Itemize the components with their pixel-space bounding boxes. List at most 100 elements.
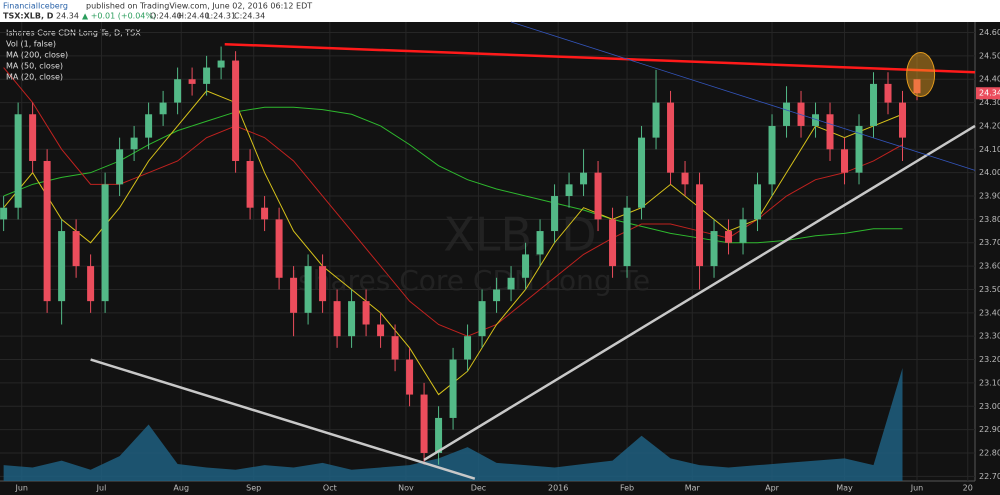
author[interactable]: FinancialIceberg [3,2,68,11]
y-tick-label: 24.60 [979,28,1000,37]
candle-body [522,254,530,278]
symbol: TSX:XLB, D [3,12,54,21]
y-tick-label: 23.40 [979,308,1000,317]
candle-body [275,219,283,278]
x-tick-label: 20 [963,484,973,493]
x-tick-label: Oct [323,484,337,493]
legend-entry: MA (50, close) [6,62,63,71]
x-tick-label: Jun [14,484,28,493]
trend-line [510,21,976,171]
legend-entry: MA (200, close) [6,51,68,60]
published: published on TradingView.com, June 02, 2… [86,2,312,11]
candle-body [319,266,327,302]
candle-body [493,289,501,302]
moving-average [3,106,903,244]
candle-body [188,79,196,84]
candle-body [87,266,95,302]
candle-body [681,172,689,185]
y-tick-label: 23.60 [979,262,1000,271]
y-tick-label: 24.50 [979,51,1000,60]
candle-body [551,196,559,232]
candle-body [159,102,167,115]
x-tick-label: Aug [173,484,189,493]
y-tick-label: 24.40 [979,75,1000,84]
x-tick-label: Feb [620,484,634,493]
candle-body [406,359,414,395]
candle-body [638,137,646,208]
y-tick-label: 24.30 [979,98,1000,107]
y-tick-label: 23.70 [979,238,1000,247]
candle-body [377,324,385,337]
volume-area [3,368,903,481]
candle-body [812,114,820,126]
legend-entry: MA (20, close) [6,73,63,82]
x-tick-label: Jun [910,484,924,493]
candle-body [246,160,254,208]
trend-line [224,42,976,74]
y-tick-label: 24.00 [979,168,1000,177]
candle-body [464,336,472,360]
candle-body [870,83,878,126]
candle-body [29,114,37,161]
y-tick-label: 22.80 [979,448,1000,457]
candle-body [884,83,892,103]
x-tick-label: May [836,484,853,493]
candle-body [217,60,225,68]
candle-body [174,79,182,103]
candle-body [478,301,486,337]
candle-body [203,67,211,84]
x-tick-label: Mar [685,484,701,493]
candle-body [899,102,907,138]
x-tick-label: Nov [398,484,414,493]
ohlc: O:24.40 [150,12,182,21]
y-tick-label: 23.80 [979,215,1000,224]
candle-body [261,207,269,220]
candle-body [797,102,805,126]
ohlc: L:24.31 [206,12,236,21]
y-tick-label: 23.50 [979,285,1000,294]
candle-body [72,231,80,267]
candle-body [0,207,8,220]
candle-body [14,114,22,208]
candle-body [232,60,240,161]
candle-body [754,184,762,220]
x-tick-label: Apr [765,484,780,493]
candle-body [101,184,109,302]
candle-body [536,231,544,255]
candle-body [667,102,675,173]
candle-body [841,149,849,173]
candle-body [710,231,718,267]
moving-average [3,67,903,337]
highlight [906,52,936,98]
candle-body [826,114,834,150]
watermark-subtitle: Ishares Core CDN Long Te [290,264,650,297]
candle-body [333,301,341,337]
watermark: XLB, D [443,208,596,262]
candle-body [362,301,370,325]
candle-body [623,207,631,267]
ohlc: H:24.40 [178,12,210,21]
candle-body [783,102,791,126]
candle-body [565,184,573,197]
y-tick-label: 23.10 [979,378,1000,387]
candle-body [420,394,428,453]
candle-body [507,277,515,290]
candle-body [391,336,399,360]
x-tick-label: Jul [96,484,107,493]
candle-body [435,417,443,453]
ohlc: C:24.34 [234,12,265,21]
y-tick-label: 23.00 [979,402,1000,411]
candle-body [855,125,863,173]
y-tick-label: 22.90 [979,425,1000,434]
trend-line [423,124,976,462]
y-tick-label: 23.20 [979,355,1000,364]
y-tick-label: 23.30 [979,332,1000,341]
candle-body [696,184,704,267]
candle-body [449,359,457,418]
price-label: 24.34 [979,89,1000,98]
header-bar [0,0,1000,22]
candle-body [652,102,660,138]
candle-body [725,231,733,243]
candle-body [739,219,747,243]
